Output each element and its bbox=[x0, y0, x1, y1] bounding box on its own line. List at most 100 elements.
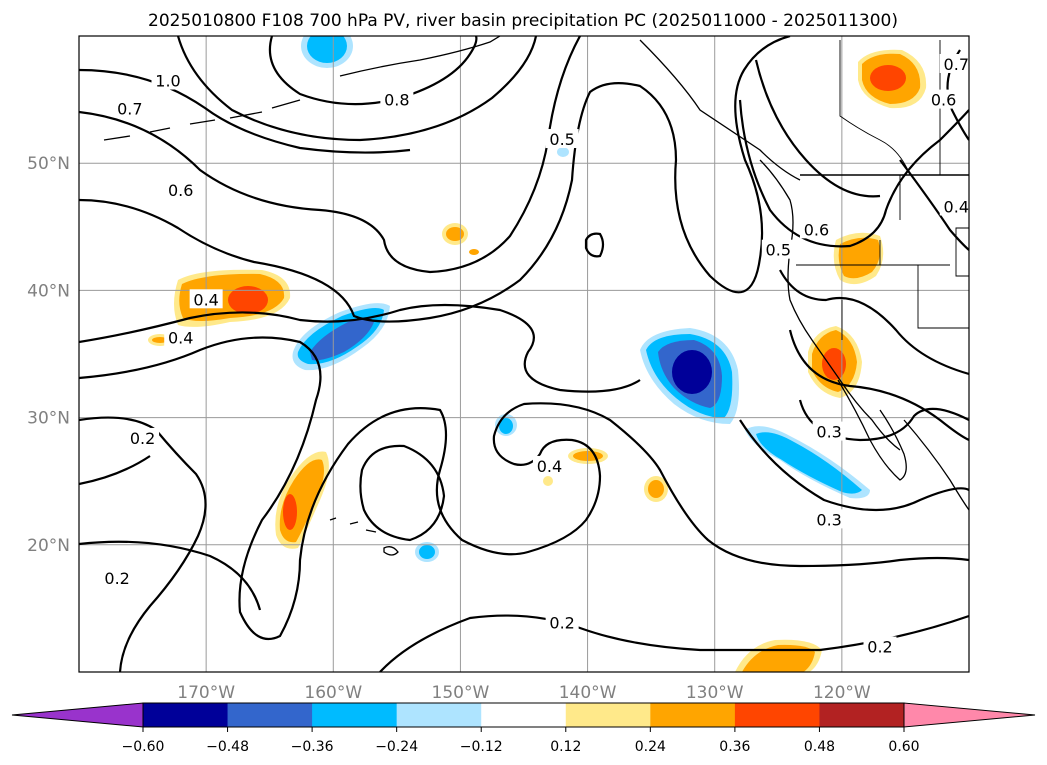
contour-label-bg bbox=[380, 89, 414, 109]
positive-anomaly bbox=[469, 249, 479, 255]
us-west-coast bbox=[787, 249, 901, 451]
colorbar-tick-label: −0.36 bbox=[291, 739, 334, 755]
negative-anomaly-light bbox=[557, 147, 569, 157]
contour-label: 0.6 bbox=[168, 181, 193, 200]
contour-label: 0.7 bbox=[117, 100, 142, 119]
contour-label: 0.4 bbox=[537, 457, 562, 476]
positive-anomaly-light bbox=[543, 476, 553, 486]
contour-label-bg bbox=[532, 455, 566, 475]
contour-label-bg bbox=[151, 70, 185, 90]
pv-contour-0.2-low bbox=[79, 540, 262, 611]
longitude-tick-label: 130°W bbox=[686, 683, 744, 703]
precip-anomaly-fills bbox=[148, 36, 927, 672]
colorbar-segment bbox=[481, 703, 567, 727]
alaska-panhandle bbox=[639, 39, 801, 181]
colorbar-segment bbox=[227, 703, 313, 727]
plot-frame bbox=[78, 35, 970, 673]
contour-label-bg bbox=[164, 327, 198, 347]
contour-label: 0.4 bbox=[193, 290, 218, 309]
pv-contour-0.3-coast bbox=[779, 269, 969, 376]
colorbar-extend-max bbox=[903, 702, 1036, 728]
contour-label: 0.4 bbox=[168, 328, 193, 347]
contour-label: 1.0 bbox=[155, 72, 180, 91]
contour-label: 0.3 bbox=[816, 510, 841, 529]
colorbar-segment bbox=[312, 703, 398, 727]
contour-label-bg bbox=[164, 179, 198, 199]
contour-label: 0.2 bbox=[130, 429, 155, 448]
contour-label-bg bbox=[100, 567, 134, 587]
contour-label-bg bbox=[799, 219, 833, 239]
contour-label-bg bbox=[113, 98, 147, 118]
positive-anomaly bbox=[742, 644, 815, 672]
map-title: 2025010800 F108 700 hPa PV, river basin … bbox=[148, 11, 898, 31]
baja-peninsula bbox=[837, 379, 907, 481]
pv-contour-0.5 bbox=[79, 36, 791, 323]
alaska-coast bbox=[339, 36, 501, 77]
negative-anomaly bbox=[756, 432, 862, 494]
positive-anomaly-strong bbox=[228, 286, 268, 314]
colorbar-segment bbox=[650, 703, 736, 727]
colorbar-extend-min bbox=[11, 702, 144, 728]
contour-label-bg bbox=[812, 509, 846, 529]
positive-anomaly-strong bbox=[822, 348, 846, 380]
latitude-tick-label: 50°N bbox=[27, 154, 70, 174]
positive-anomaly-strong bbox=[870, 65, 906, 91]
contour-label: 0.5 bbox=[549, 130, 574, 149]
colorbar-segment bbox=[143, 703, 229, 727]
colorbar-tick-label: 0.24 bbox=[635, 739, 666, 755]
latitude-tick-labels: 20°N 30°N 40°N 50°N bbox=[27, 154, 70, 556]
colorbar-tick-label: 0.60 bbox=[888, 739, 919, 755]
positive-anomaly bbox=[648, 480, 664, 498]
negative-anomaly bbox=[419, 545, 435, 559]
contour-label: 0.3 bbox=[816, 423, 841, 442]
colorbar-tick-labels: −0.60 −0.48 −0.36 −0.24 −0.12 0.12 0.24 0.36 0.4… bbox=[122, 727, 920, 755]
pv-contours bbox=[79, 36, 969, 672]
contour-label-bg bbox=[545, 129, 579, 149]
contour-label: 0.2 bbox=[104, 569, 129, 588]
contour-label-bg bbox=[545, 612, 579, 632]
negative-anomaly bbox=[307, 36, 347, 63]
positive-anomaly bbox=[838, 237, 880, 279]
pv-contour-0.4 bbox=[79, 303, 641, 393]
pv-contour-0.4-south bbox=[79, 336, 969, 641]
colorbar-tick-label: 0.48 bbox=[804, 739, 835, 755]
colorbar-tick-label: −0.48 bbox=[206, 739, 249, 755]
latitude-tick-label: 30°N bbox=[27, 409, 70, 429]
pv-contour-0.4-east bbox=[899, 159, 969, 251]
contour-label-bg bbox=[812, 421, 846, 441]
contour-label: 0.8 bbox=[384, 91, 409, 110]
contour-label: 0.4 bbox=[944, 197, 969, 216]
colorbar-segment bbox=[396, 703, 482, 727]
colorbar-segment bbox=[734, 703, 820, 727]
graticule bbox=[79, 36, 969, 672]
pv-contour-0.2 bbox=[79, 416, 207, 672]
contour-label-bg bbox=[939, 196, 969, 216]
pv-contour-0.3-inner bbox=[788, 329, 969, 442]
longitude-tick-label: 170°W bbox=[177, 683, 235, 703]
pv-contour-0.7 bbox=[79, 68, 411, 154]
colorbar-segment bbox=[819, 703, 905, 727]
colorbar bbox=[11, 702, 1036, 728]
longitude-tick-labels: 170°W 160°W 150°W 140°W 130°W 120°W bbox=[177, 683, 871, 703]
colorbar-tick-label: −0.12 bbox=[460, 739, 503, 755]
latitude-tick-label: 20°N bbox=[27, 536, 70, 556]
pv-contour-0.3 bbox=[739, 419, 969, 512]
negative-anomaly-strong bbox=[310, 318, 374, 361]
longitude-tick-label: 160°W bbox=[304, 683, 362, 703]
longitude-tick-label: 120°W bbox=[813, 683, 871, 703]
negative-anomaly-extreme bbox=[672, 350, 712, 394]
pv-contour-0.6-east bbox=[754, 59, 881, 198]
pv-contour-0.2-mid bbox=[79, 455, 151, 486]
contour-label: 0.6 bbox=[804, 220, 829, 239]
pv-contour-0.2-south bbox=[379, 614, 969, 672]
contour-label-bg bbox=[939, 53, 969, 73]
contour-label-bg bbox=[927, 89, 961, 109]
latitude-tick-label: 40°N bbox=[27, 281, 70, 301]
colorbar-tick-label: 0.36 bbox=[719, 739, 750, 755]
plot-area: 1.00.80.70.60.50.40.40.40.20.20.20.20.30… bbox=[79, 36, 969, 672]
contour-label-bg bbox=[863, 636, 897, 656]
contour-label: 0.2 bbox=[867, 638, 892, 657]
state-borders bbox=[796, 175, 969, 340]
longitude-tick-label: 140°W bbox=[559, 683, 617, 703]
hawaii-islands bbox=[329, 517, 399, 556]
